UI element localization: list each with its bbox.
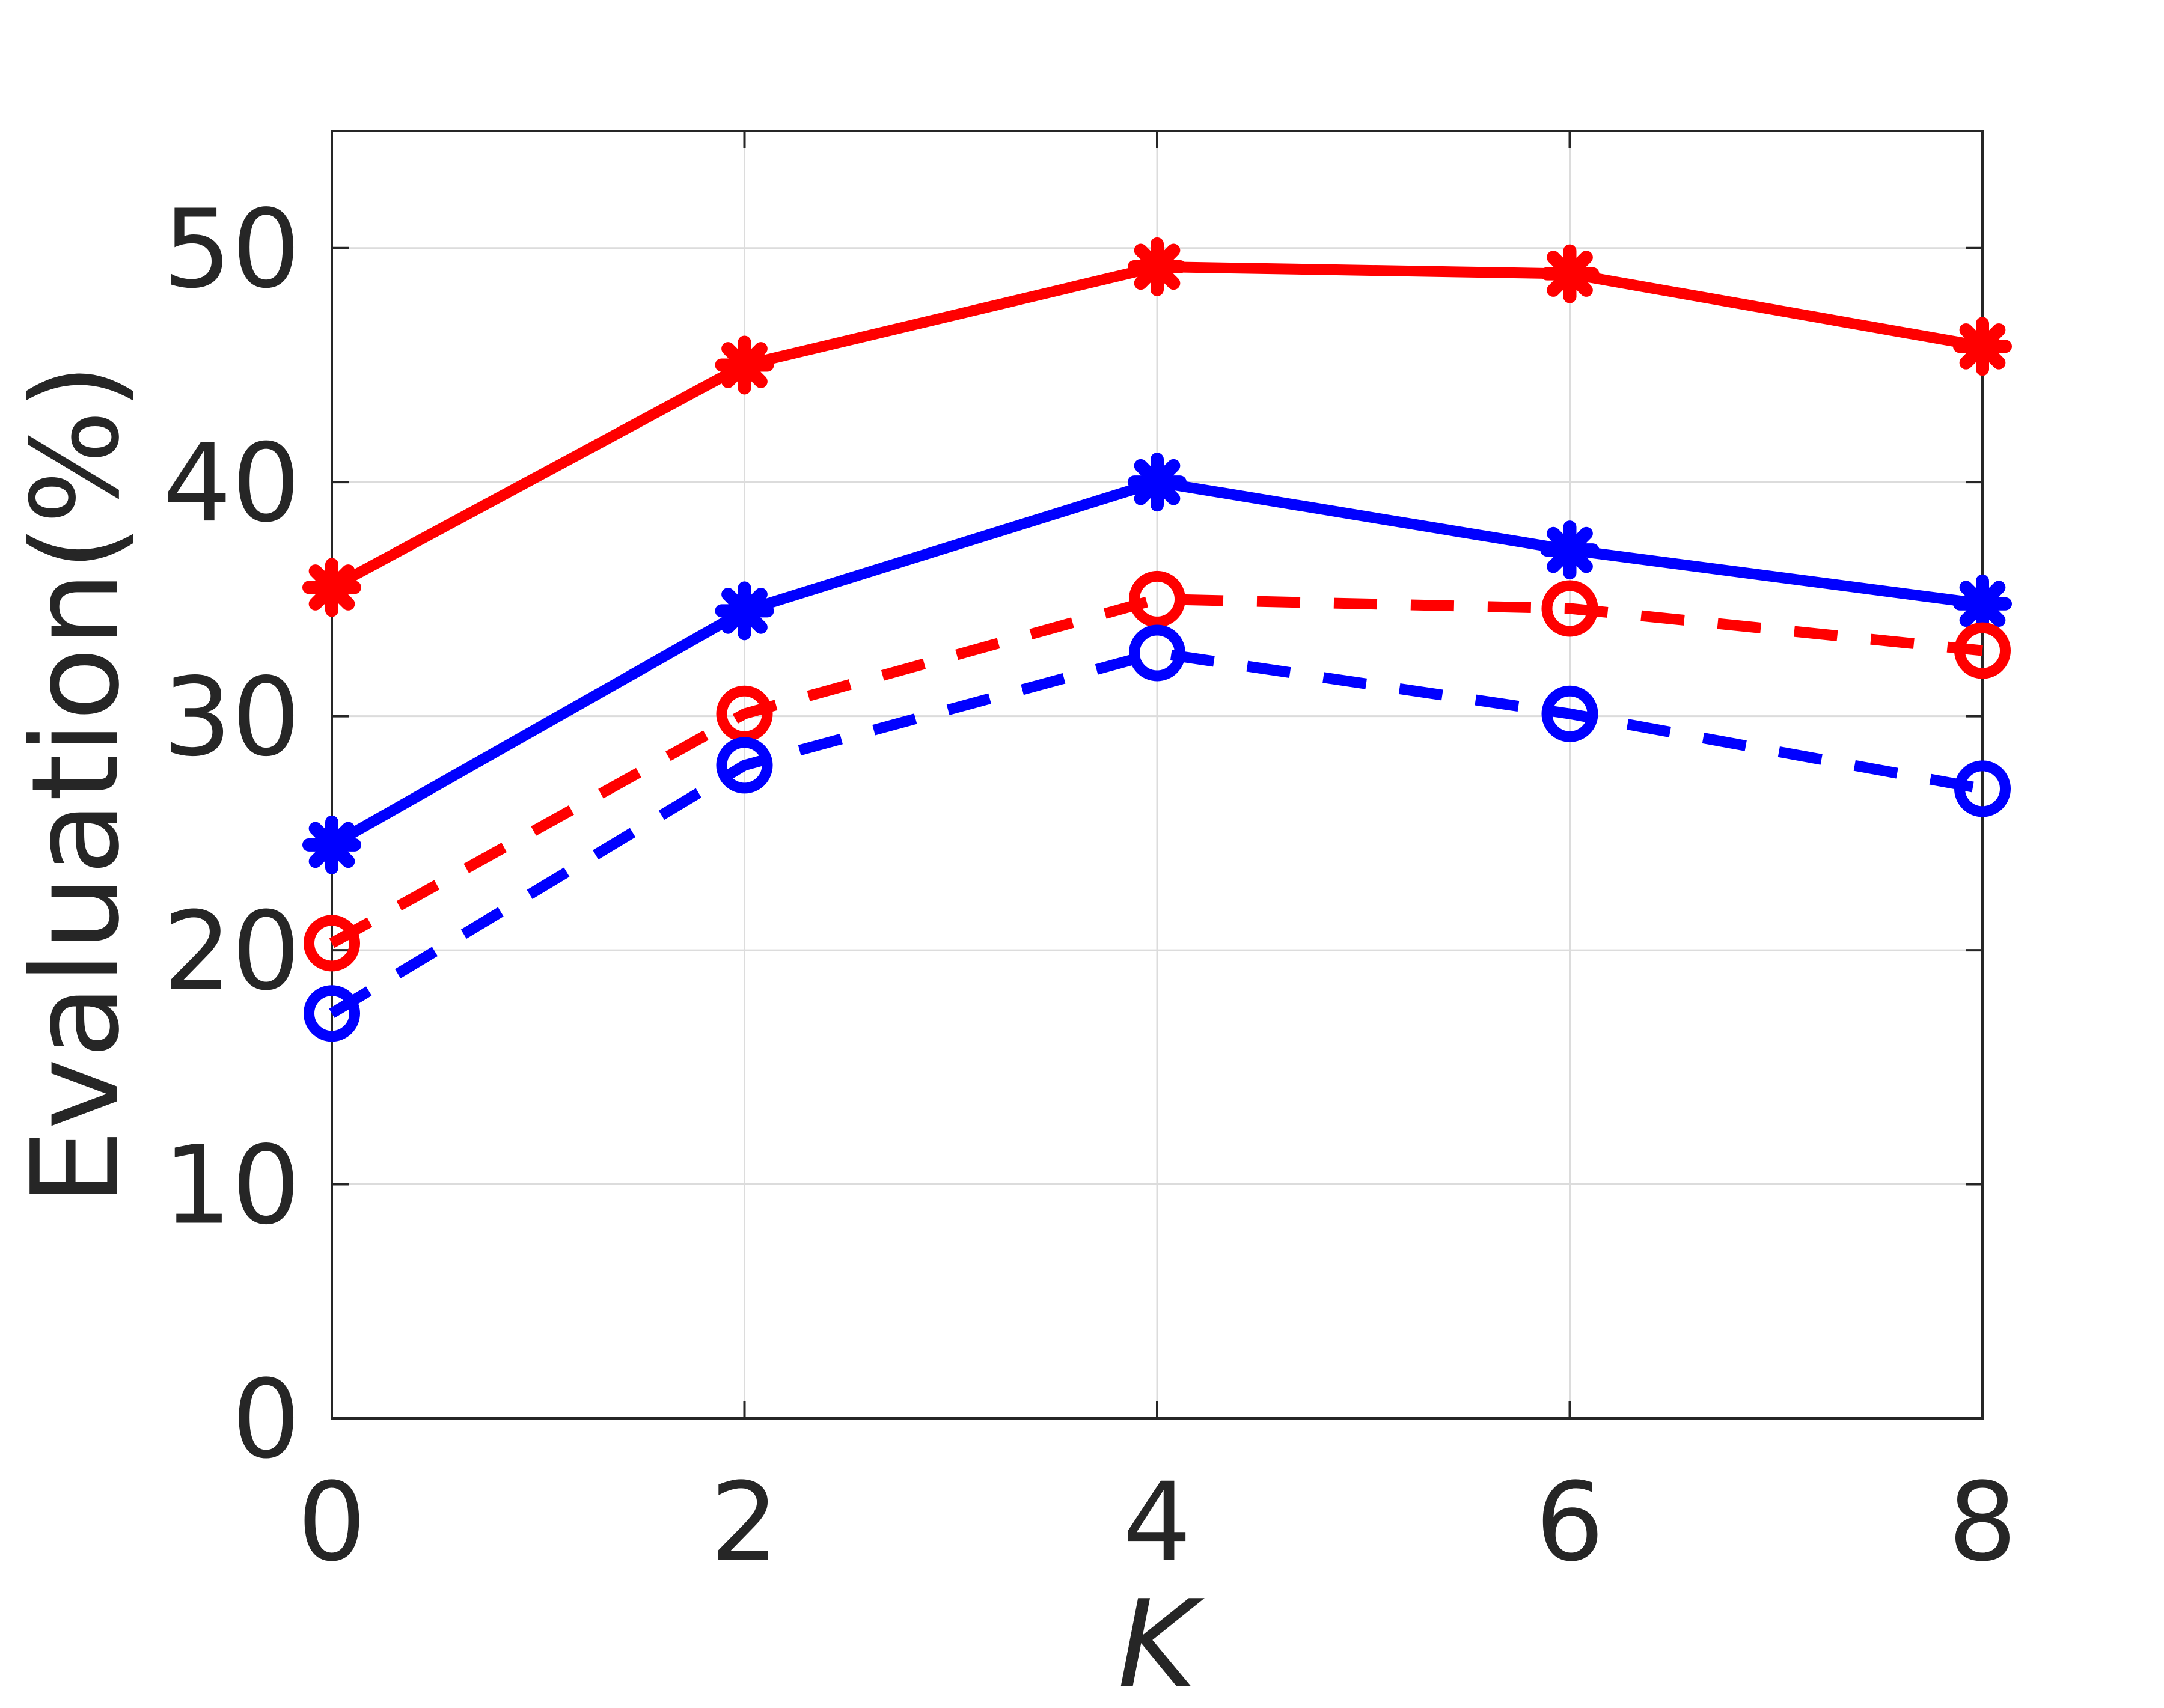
series-3 bbox=[304, 624, 2011, 1042]
x-axis-label: K bbox=[1117, 1575, 1205, 1708]
x-tick-label: 8 bbox=[1948, 1460, 2017, 1585]
series-1 bbox=[302, 453, 2012, 874]
data-point bbox=[302, 815, 361, 874]
series-2 bbox=[304, 570, 2011, 972]
series-0 bbox=[302, 237, 2012, 617]
data-point bbox=[716, 685, 773, 742]
data-point bbox=[715, 581, 774, 641]
data-point bbox=[1128, 453, 1187, 512]
data-point bbox=[1954, 622, 2011, 679]
series-line bbox=[329, 647, 1984, 1018]
data-point bbox=[1128, 237, 1187, 296]
x-tick-label: 2 bbox=[710, 1460, 779, 1585]
data-point bbox=[715, 335, 774, 395]
axis-ticks: 0 2 4 6 8 0 10 20 30 40 50 bbox=[163, 131, 2017, 1585]
data-point bbox=[1129, 624, 1185, 682]
y-tick-label: 20 bbox=[163, 889, 301, 1014]
data-point bbox=[302, 558, 361, 617]
y-tick-label: 40 bbox=[163, 421, 301, 546]
data-point bbox=[716, 737, 773, 794]
x-tick-label: 4 bbox=[1123, 1460, 1192, 1585]
x-tick-label: 0 bbox=[298, 1460, 367, 1585]
data-point bbox=[1540, 520, 1600, 580]
data-point bbox=[1129, 570, 1185, 627]
data-point bbox=[304, 985, 360, 1042]
data-point bbox=[1541, 580, 1598, 637]
y-tick-label: 30 bbox=[163, 655, 301, 781]
data-point bbox=[1953, 574, 2012, 633]
data-point bbox=[1541, 685, 1598, 742]
y-tick-label: 0 bbox=[231, 1357, 301, 1483]
y-tick-label: 10 bbox=[163, 1123, 301, 1249]
y-axis-label: Evaluation(%) bbox=[6, 363, 146, 1205]
data-point bbox=[1953, 317, 2012, 376]
y-tick-label: 50 bbox=[163, 187, 301, 313]
series-layer bbox=[302, 237, 2012, 1042]
series-line bbox=[329, 593, 1983, 948]
data-point bbox=[304, 915, 360, 972]
data-point bbox=[1954, 760, 2011, 817]
x-tick-label: 6 bbox=[1535, 1460, 1604, 1585]
data-point bbox=[1540, 244, 1600, 303]
